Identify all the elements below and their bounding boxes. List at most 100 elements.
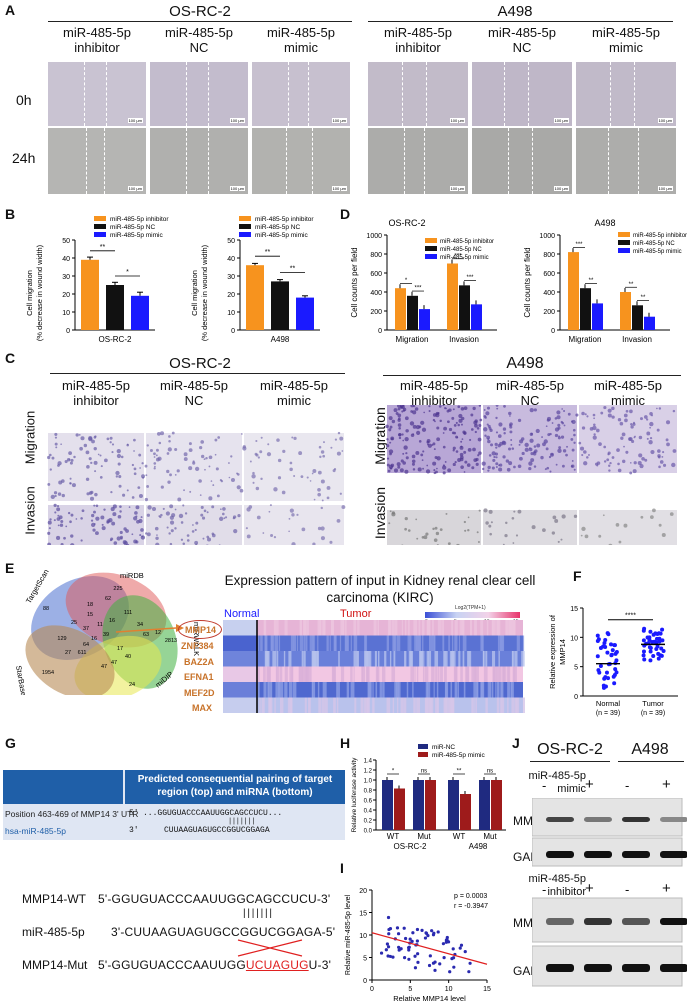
cell-dot xyxy=(530,432,533,435)
heatmap-stripe xyxy=(424,697,429,713)
scatter-point xyxy=(610,648,615,653)
heatmap-stripe xyxy=(501,697,505,713)
heatmap-stripe xyxy=(306,620,309,636)
cell-dot xyxy=(101,523,104,526)
cell-dot xyxy=(154,526,159,531)
cell-dot xyxy=(616,448,620,452)
heatmap-stripe xyxy=(311,682,314,698)
a-rule-a498 xyxy=(368,21,673,22)
cell-dot xyxy=(341,450,344,452)
heatmap-stripe xyxy=(267,682,272,698)
heatmap-stripe xyxy=(353,666,355,682)
cell-dot xyxy=(245,527,248,530)
heatmap-stripe xyxy=(284,666,288,682)
cell-dot xyxy=(273,535,277,539)
cell-dot xyxy=(53,503,57,507)
heatmap-stripe xyxy=(429,697,434,713)
cell-dot xyxy=(557,436,561,440)
cell-dot xyxy=(293,475,296,478)
cell-dot xyxy=(389,425,393,429)
legend-label: miR-NC xyxy=(432,744,455,751)
heatmap-stripe xyxy=(431,666,435,682)
cell-dot xyxy=(401,544,404,545)
scatter-point xyxy=(436,930,440,934)
cell-dot xyxy=(546,466,550,470)
cell-dot xyxy=(60,520,64,524)
venn-count: 12 xyxy=(155,630,161,636)
cell-dot xyxy=(135,540,139,544)
sig-label: ns xyxy=(421,769,427,775)
bar xyxy=(644,316,655,330)
cell-dot xyxy=(434,455,438,459)
bar xyxy=(394,788,405,830)
heatmap-stripe xyxy=(463,682,466,698)
cell-dot xyxy=(448,408,452,412)
cell-dot xyxy=(454,460,457,464)
cell-dot xyxy=(442,471,446,475)
cell-dot xyxy=(60,542,64,545)
venn-count: 37 xyxy=(83,626,89,632)
scatter-point xyxy=(648,649,653,654)
cell-dot xyxy=(463,520,467,524)
scatter-point xyxy=(433,960,437,964)
cell-dot xyxy=(103,508,106,511)
cell-dot xyxy=(64,459,68,464)
cell-dot xyxy=(437,412,440,415)
regression-line xyxy=(371,932,488,965)
y-tick-label: 600 xyxy=(370,271,382,278)
wound-image: 100 μm xyxy=(48,128,146,194)
cell-dot xyxy=(447,420,450,424)
cell-dot xyxy=(573,468,576,471)
heatmap-stripe xyxy=(501,682,504,698)
bar xyxy=(419,309,430,330)
legend-label: miR-485-5p inhibitor xyxy=(633,233,687,239)
venn-count: 39 xyxy=(103,632,109,638)
transwell-image xyxy=(387,510,481,545)
cell-dot xyxy=(126,443,129,447)
cell-dot xyxy=(519,439,524,444)
cell-dot xyxy=(54,494,57,498)
heatmap-stripe xyxy=(276,666,280,682)
cell-dot xyxy=(659,460,664,464)
cell-dot xyxy=(218,544,221,545)
cell-dot xyxy=(126,489,129,492)
heatmap-normal-label: Normal xyxy=(224,608,260,620)
panel-label-f: F xyxy=(573,568,582,584)
panel-label-j: J xyxy=(512,735,520,751)
y-tick-label: 800 xyxy=(543,252,555,259)
cell-dot xyxy=(273,487,278,492)
cell-dot xyxy=(260,477,263,481)
heatmap-stripe xyxy=(379,682,382,698)
cell-dot xyxy=(584,413,587,416)
cell-dot xyxy=(478,405,482,407)
cell-dot xyxy=(403,405,405,406)
cell-dot xyxy=(497,434,502,438)
sig-label: ** xyxy=(457,769,462,775)
cell-dot xyxy=(86,492,90,496)
transwell-image xyxy=(146,505,242,545)
x-tick-label: Migration xyxy=(569,335,602,344)
cell-dot xyxy=(412,424,417,429)
cell-dot xyxy=(236,485,241,490)
heatmap-stripe xyxy=(462,651,465,667)
heatmap-stripe xyxy=(444,651,448,667)
sig-label: **** xyxy=(625,613,636,620)
venn-count: 111 xyxy=(124,610,132,616)
heatmap-stripe xyxy=(332,666,336,682)
heatmap-stripe xyxy=(357,620,360,636)
cell-dot xyxy=(95,531,99,536)
cell-dot xyxy=(306,476,309,479)
y-tick-label: 0 xyxy=(574,694,578,701)
scatter-point xyxy=(595,633,600,638)
heatmap-stripe xyxy=(480,620,484,636)
cell-dot xyxy=(584,534,589,539)
cell-dot xyxy=(155,536,159,541)
heatmap-stripe xyxy=(301,651,304,667)
cell-dot xyxy=(649,437,653,440)
cell-dot xyxy=(56,535,61,541)
a-col-mimic-a498: miR-485-5p mimic xyxy=(592,25,660,55)
cell-dot xyxy=(88,491,93,495)
heatmap-stripe xyxy=(269,697,271,713)
y-tick-label: 15 xyxy=(359,911,367,918)
a-title-osrc2: OS-RC-2 xyxy=(169,3,231,20)
